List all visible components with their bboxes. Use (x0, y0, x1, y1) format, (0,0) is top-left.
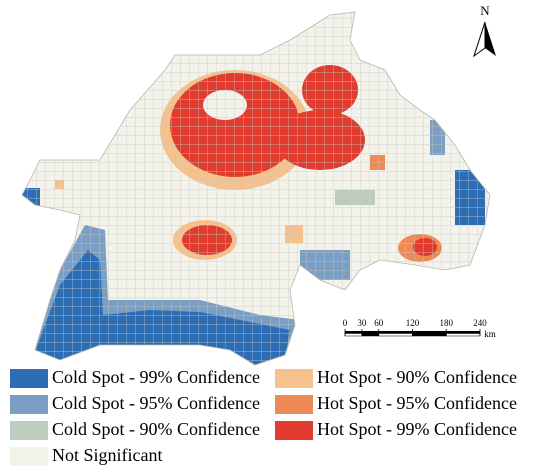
north-label: N (480, 3, 490, 18)
grid-cells (22, 12, 490, 365)
scale-tick-label: 60 (374, 318, 384, 328)
scale-segment (412, 331, 447, 334)
scale-tick-label: 240 (473, 318, 487, 328)
scale-segment (345, 331, 362, 334)
legend-swatch (10, 447, 48, 466)
scale-segment (361, 333, 379, 337)
scale-unit: km (484, 329, 496, 339)
scale-tick-label: 0 (343, 318, 348, 328)
north-arrow (485, 22, 496, 56)
map (22, 12, 490, 365)
scale-segment (446, 333, 481, 337)
scale-tick-label: 30 (357, 318, 367, 328)
legend-swatch (275, 395, 313, 414)
legend-label: Not Significant (52, 445, 163, 465)
legend-label: Hot Spot - 90% Confidence (317, 367, 517, 387)
legend-swatch (10, 421, 48, 440)
scale-segment (412, 333, 447, 337)
legend-label: Hot Spot - 99% Confidence (317, 419, 517, 439)
legend-swatch (10, 369, 48, 388)
scale-tick-label: 180 (440, 318, 454, 328)
scale-segment (378, 333, 413, 337)
legend-swatch (275, 369, 313, 388)
north-arrow (473, 21, 486, 58)
legend-swatch (10, 395, 48, 414)
legend-label: Cold Spot - 90% Confidence (52, 419, 260, 439)
scale-tick-label: 120 (406, 318, 420, 328)
scale-segment (446, 331, 480, 334)
region-outline (21, 11, 491, 366)
scale-segment (361, 331, 379, 334)
scale-segment (378, 331, 413, 334)
legend-label: Cold Spot - 95% Confidence (52, 393, 260, 413)
scale-segment (344, 333, 363, 337)
legend-label: Hot Spot - 95% Confidence (317, 393, 517, 413)
legend-label: Cold Spot - 99% Confidence (52, 367, 260, 387)
legend-swatch (275, 421, 313, 440)
legend: Cold Spot - 99% Confidence Cold Spot - 95… (10, 367, 517, 466)
